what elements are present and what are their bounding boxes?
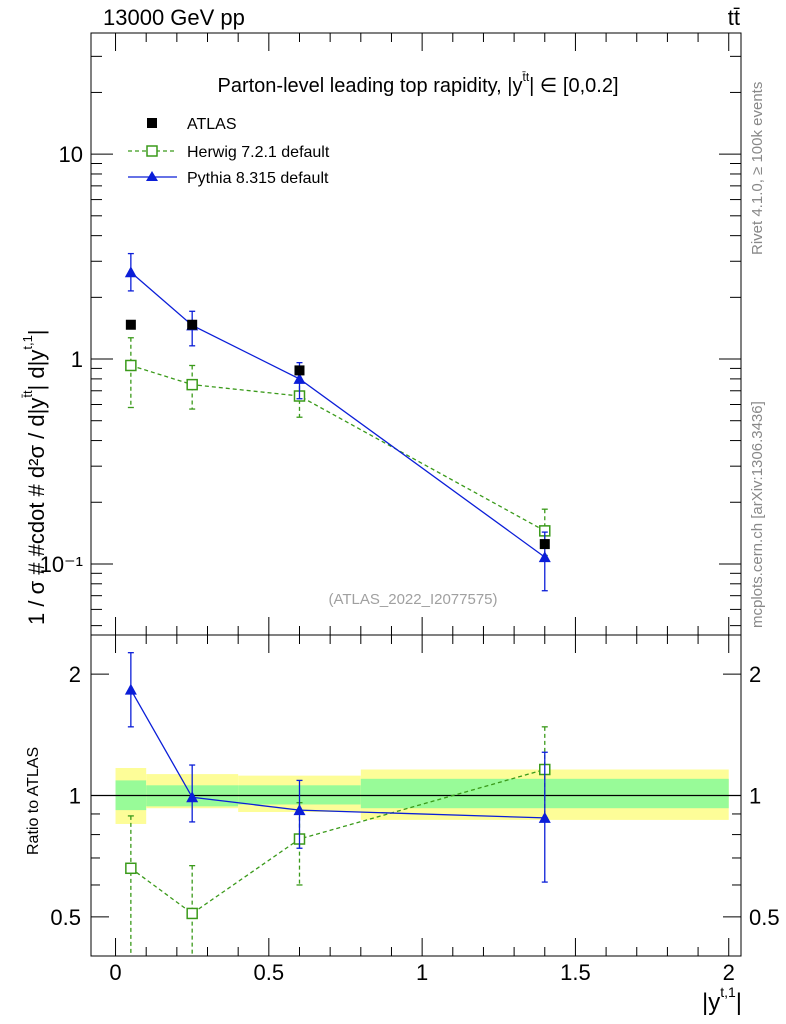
x-tick-label: 0	[109, 960, 121, 985]
x-tick-label: 1.5	[560, 960, 591, 985]
legend-entry-herwig: Herwig 7.2.1 default	[128, 144, 330, 161]
legend-atlas-marker	[147, 118, 157, 128]
legend-atlas-label: ATLAS	[187, 116, 237, 133]
ratio-pythia-point	[124, 683, 137, 695]
legend-entry-pythia: Pythia 8.315 default	[128, 170, 329, 187]
legend: ATLAS Herwig 7.2.1 default Pythia 8.315 …	[128, 116, 330, 187]
ratio-y-tick-label-right: 1	[749, 784, 761, 809]
energy-label: 13000 GeV pp	[103, 5, 245, 30]
ratio-herwig-point	[125, 862, 137, 875]
ratio-y-tick-label: 2	[69, 662, 81, 687]
pythia-point	[293, 372, 306, 384]
legend-pythia-marker	[146, 171, 158, 181]
atlas-point	[539, 539, 550, 550]
rivet-label: Rivet 4.1.0, ≥ 100k events	[749, 82, 766, 255]
pythia-line	[130, 271, 546, 558]
main-panel: 10⁻¹ 1 10 Parton-level leading top rapidit…	[20, 32, 742, 636]
ratio-uncertainty-bands	[91, 767, 741, 824]
ratio-pythia-line	[130, 689, 545, 819]
ratio-herwig-line	[130, 768, 545, 915]
ratio-y-tick-label-right: 0.5	[749, 905, 780, 930]
ratio-y-tick-label-right: 2	[749, 662, 761, 687]
process-label: tt̄	[728, 5, 740, 30]
ratio-y-tick-label: 1	[69, 784, 81, 809]
x-tick-label: 0.5	[254, 960, 285, 985]
main-y-tick-label: 10⁻¹	[40, 552, 83, 577]
ratio-pythia-point	[293, 804, 306, 816]
main-y-tick-label: 10	[59, 142, 83, 167]
pythia-point	[124, 266, 137, 278]
legend-pythia-label: Pythia 8.315 default	[187, 170, 329, 187]
atlas-point	[187, 319, 198, 330]
ratio-panel: 0.5 0.5 1 1 2 2 0 0.5 1 1.5 2 Ratio to ATLAS |yt,1…	[25, 634, 780, 1016]
legend-herwig-marker	[146, 145, 158, 157]
mcplots-label: mcplots.cern.ch [arXiv:1306.3436]	[749, 401, 766, 628]
main-y-label: 1 / σ # #cdot # d²σ / d|yt̄t| d|yt,1|	[20, 329, 49, 625]
x-tick-label: 2	[723, 960, 735, 985]
ratio-y-tick-label: 0.5	[50, 905, 81, 930]
main-y-tick-label: 1	[71, 347, 83, 372]
main-title: Parton-level leading top rapidity, |yt̄t…	[218, 70, 619, 97]
ratio-frame	[90, 634, 742, 957]
atlas-point	[125, 319, 136, 330]
ratio-herwig-point	[186, 907, 198, 920]
ratio-pythia-point	[538, 811, 551, 823]
ratio-pythia-point	[186, 791, 199, 803]
herwig-point	[186, 378, 198, 391]
herwig-point	[125, 359, 137, 372]
x-axis-label: |yt,1|	[702, 984, 742, 1016]
pythia-point	[538, 551, 551, 563]
analysis-watermark: (ATLAS_2022_I2077575)	[328, 591, 497, 608]
x-tick-label: 1	[416, 960, 428, 985]
main-plot-area	[124, 252, 551, 592]
main-y-ticks: 10⁻¹ 1 10	[40, 33, 741, 635]
legend-herwig-label: Herwig 7.2.1 default	[187, 144, 330, 161]
legend-entry-atlas: ATLAS	[147, 116, 237, 133]
ratio-plot-area	[124, 652, 551, 956]
atlas-point	[294, 365, 305, 376]
ratio-y-label: Ratio to ATLAS	[25, 747, 42, 855]
